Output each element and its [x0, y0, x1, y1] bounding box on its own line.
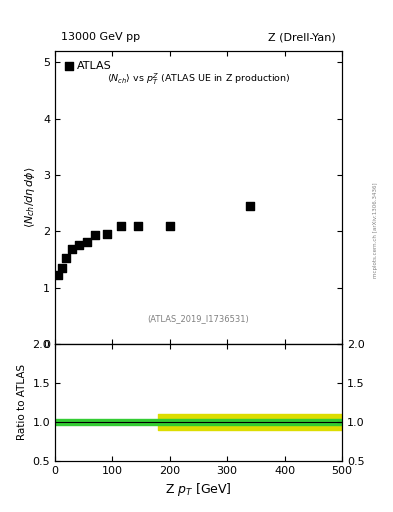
ATLAS	[63, 254, 70, 262]
Text: Z (Drell-Yan): Z (Drell-Yan)	[268, 32, 336, 42]
ATLAS	[92, 231, 98, 239]
ATLAS	[118, 222, 124, 230]
Text: mcplots.cern.ch [arXiv:1306.3436]: mcplots.cern.ch [arXiv:1306.3436]	[373, 183, 378, 278]
ATLAS	[247, 202, 253, 210]
Text: 13000 GeV pp: 13000 GeV pp	[61, 32, 140, 42]
X-axis label: Z $p_T$ [GeV]: Z $p_T$ [GeV]	[165, 481, 232, 498]
Y-axis label: Ratio to ATLAS: Ratio to ATLAS	[17, 364, 27, 440]
ATLAS	[167, 222, 173, 230]
Text: (ATLAS_2019_I1736531): (ATLAS_2019_I1736531)	[148, 314, 249, 323]
ATLAS	[76, 241, 82, 249]
Legend: ATLAS: ATLAS	[61, 57, 116, 76]
Text: $\langle N_{ch}\rangle$ vs $p_T^Z$ (ATLAS UE in Z production): $\langle N_{ch}\rangle$ vs $p_T^Z$ (ATLA…	[107, 72, 290, 87]
ATLAS	[55, 271, 61, 279]
ATLAS	[83, 238, 90, 246]
ATLAS	[69, 245, 75, 253]
ATLAS	[135, 222, 141, 230]
ATLAS	[59, 264, 65, 272]
Y-axis label: $\langle N_{ch}/d\eta\, d\phi\rangle$: $\langle N_{ch}/d\eta\, d\phi\rangle$	[24, 167, 37, 228]
ATLAS	[103, 230, 110, 238]
